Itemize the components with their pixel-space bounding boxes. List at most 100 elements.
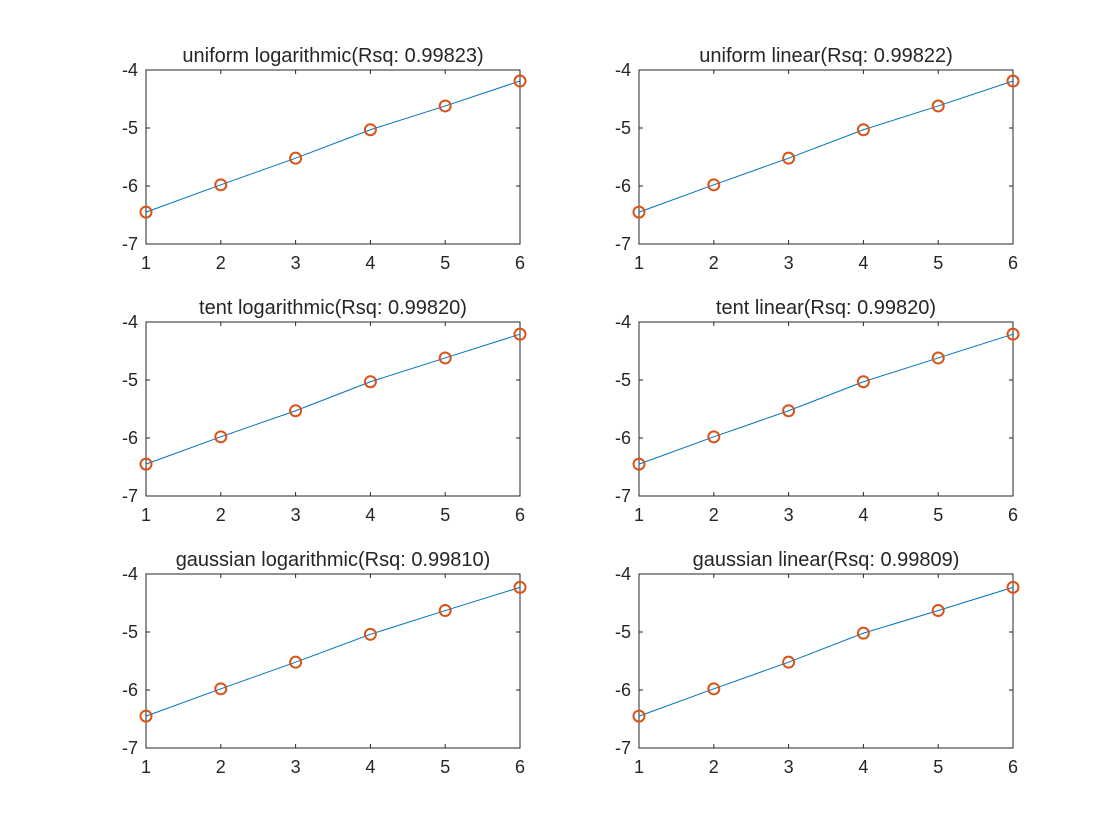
subplot-title: uniform logarithmic(Rsq: 0.99823) [182,45,483,67]
x-tick-label: 3 [784,505,794,525]
x-tick-label: 4 [365,757,375,777]
y-tick-label: -7 [615,738,631,758]
y-tick-label: -5 [122,118,138,138]
data-point-marker [931,99,945,113]
axes-box [638,321,1014,497]
y-tick-label: -7 [122,234,138,254]
x-tick-label: 3 [784,757,794,777]
x-tick-label: 6 [1008,505,1018,525]
x-tick-label: 1 [634,505,644,525]
x-tick-label: 5 [933,757,943,777]
data-point-marker [782,151,796,165]
y-tick-label: -4 [615,60,631,80]
y-tick-label: -7 [615,486,631,506]
y-tick-label: -5 [122,370,138,390]
x-tick-label: 4 [365,253,375,273]
y-tick-label: -4 [122,564,138,584]
data-point-marker [782,655,796,669]
data-point-marker [139,457,153,471]
x-tick-label: 5 [933,505,943,525]
y-tick-label: -6 [122,428,138,448]
x-tick-label: 1 [634,253,644,273]
x-tick-label: 1 [141,505,151,525]
subplot-title: uniform linear(Rsq: 0.99822) [699,45,952,67]
data-point-marker [707,682,721,696]
x-tick-label: 5 [933,253,943,273]
x-tick-label: 4 [858,757,868,777]
x-tick-label: 1 [141,253,151,273]
axes-box [145,573,521,749]
subplot-3: tent logarithmic(Rsq: 0.99820) 1 2 3 4 5 6 -4 -5… [122,297,527,525]
fit-line [638,333,1014,465]
data-point-marker [438,351,452,365]
x-tick-label: 6 [1008,253,1018,273]
data-point-marker [513,327,527,341]
data-point-marker [214,430,228,444]
subplot-5: gaussian logarithmic(Rsq: 0.99810) 1 2 3 4 5 6… [122,549,527,777]
x-tick-label: 6 [515,253,525,273]
data-point-marker [513,580,527,594]
axes-box [145,321,521,497]
y-tick-label: -5 [615,622,631,642]
y-tick-label: -6 [122,680,138,700]
x-tick-label: 5 [440,757,450,777]
data-point-marker [632,205,646,219]
y-tick-label: -4 [615,312,631,332]
subplot-6: gaussian linear(Rsq: 0.99809) 1 2 3 4 5 6 -4 -5 -… [615,549,1020,777]
data-point-marker [931,604,945,618]
x-tick-label: 5 [440,505,450,525]
x-tick-label: 1 [141,757,151,777]
x-tick-label: 2 [709,253,719,273]
x-tick-label: 3 [291,757,301,777]
subplot-2: uniform linear(Rsq: 0.99822) 1 2 3 4 5 6 -4 -5 -6… [615,45,1020,273]
data-point-marker [289,151,303,165]
data-point-marker [1006,580,1020,594]
subplot-4: tent linear(Rsq: 0.99820) 1 2 3 4 5 6 -4 -5 -6 -7 [615,297,1020,525]
y-tick-label: -5 [615,118,631,138]
data-point-marker [856,626,870,640]
data-point-marker [438,99,452,113]
data-point-marker [289,655,303,669]
data-point-marker [632,709,646,723]
data-point-marker [707,430,721,444]
x-tick-label: 3 [291,505,301,525]
y-tick-label: -4 [615,564,631,584]
x-tick-label: 2 [709,757,719,777]
fit-line [145,80,521,213]
subplot-1: uniform logarithmic(Rsq: 0.99823) 1 2 3 4 5 6 -… [122,45,527,273]
y-tick-label: -5 [615,370,631,390]
data-point-marker [363,123,377,137]
x-tick-label: 3 [784,253,794,273]
axes-box [638,69,1014,245]
data-point-marker [782,404,796,418]
x-tick-label: 2 [709,505,719,525]
data-point-marker [139,205,153,219]
data-point-marker [931,351,945,365]
data-point-marker [632,457,646,471]
x-tick-label: 1 [634,757,644,777]
data-point-marker [363,627,377,641]
data-point-marker [1006,327,1020,341]
axes-box [145,69,521,245]
y-tick-label: -4 [122,312,138,332]
x-tick-label: 2 [216,253,226,273]
x-tick-label: 5 [440,253,450,273]
data-point-marker [289,404,303,418]
y-tick-label: -6 [122,176,138,196]
x-tick-label: 2 [216,505,226,525]
y-tick-label: -7 [122,738,138,758]
fit-line [145,586,521,717]
fit-line [145,333,521,465]
x-tick-label: 4 [365,505,375,525]
data-point-marker [139,709,153,723]
subplot-title: gaussian linear(Rsq: 0.99809) [693,549,960,571]
x-tick-label: 4 [858,253,868,273]
data-point-marker [856,123,870,137]
x-tick-label: 6 [1008,757,1018,777]
fit-line [638,586,1014,717]
data-point-marker [513,74,527,88]
y-tick-label: -6 [615,176,631,196]
data-point-marker [707,178,721,192]
subplot-title: tent linear(Rsq: 0.99820) [716,297,936,319]
